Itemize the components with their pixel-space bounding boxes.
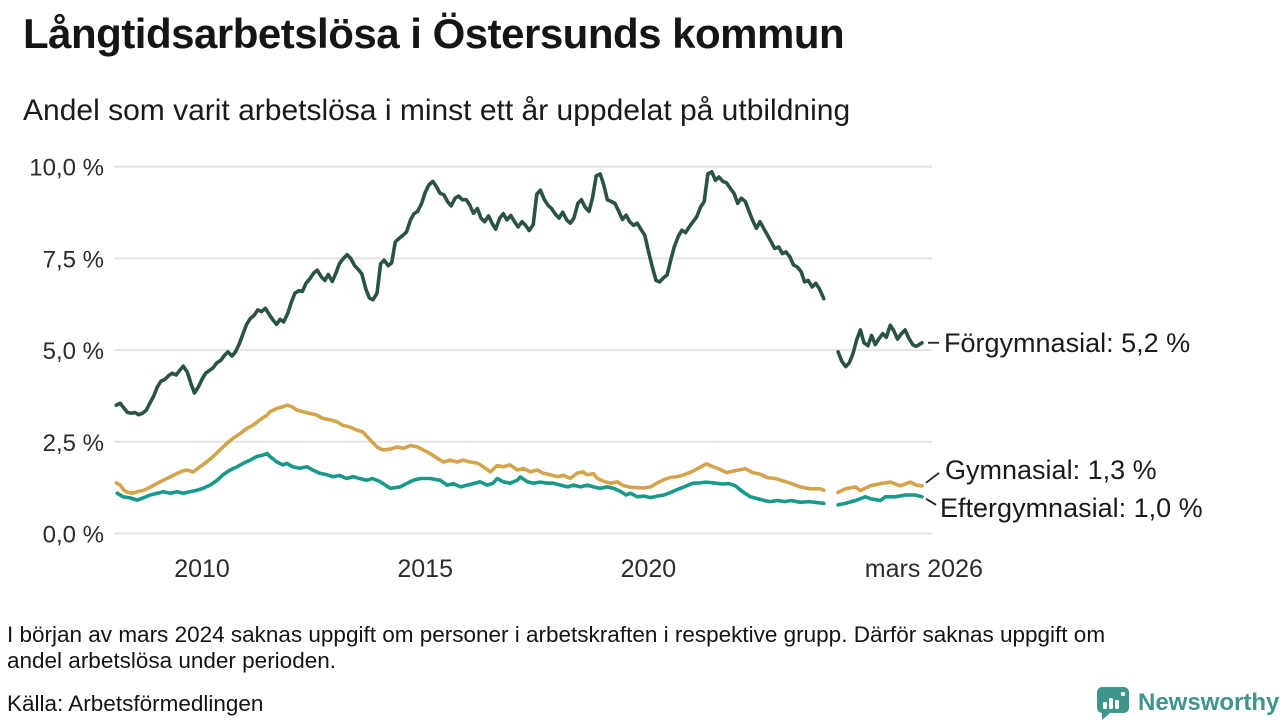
series-line-gymnasial — [836, 480, 924, 495]
x-tick-label: 2020 — [621, 555, 677, 583]
series-end-label-eftergymnasial: Eftergymnasial: 1,0 % — [940, 493, 1203, 523]
brand-name: Newsworthy — [1138, 689, 1280, 716]
series-line-förgymnasial — [836, 323, 924, 369]
y-tick-label: 2,5 % — [43, 430, 104, 457]
series-line-eftergymnasial — [836, 493, 924, 507]
label-connector-eftergymnasial — [925, 498, 937, 506]
y-tick-label: 10,0 % — [29, 155, 104, 182]
source-attribution: Källa: Arbetsförmedlingen — [7, 691, 264, 716]
page-title: Långtidsarbetslösa i Östersunds kommun — [23, 10, 845, 57]
series-end-label-förgymnasial: Förgymnasial: 5,2 % — [944, 328, 1190, 358]
footnote-line-2: andel arbetslösa under perioden. — [7, 648, 336, 673]
footnote-line-1: I början av mars 2024 saknas uppgift om … — [7, 622, 1106, 647]
chart-subtitle: Andel som varit arbetslösa i minst ett å… — [23, 94, 851, 127]
x-tick-label: 2010 — [174, 555, 230, 583]
series-end-label-gymnasial: Gymnasial: 1,3 % — [945, 455, 1157, 485]
y-tick-label: 5,0 % — [43, 338, 104, 365]
newsworthy-logo: Newsworthy — [1096, 686, 1279, 720]
series-line-eftergymnasial — [115, 451, 826, 506]
x-tick-label: 2015 — [397, 555, 453, 583]
y-tick-label: 7,5 % — [43, 246, 104, 273]
y-tick-label: 0,0 % — [43, 522, 104, 549]
x-tick-label: mars 2026 — [865, 555, 983, 583]
newsworthy-bubble-icon — [1097, 687, 1129, 720]
series-line-förgymnasial — [114, 170, 826, 417]
series-line-gymnasial — [114, 403, 826, 496]
label-connector-gymnasial — [925, 472, 940, 484]
chart-footnote: I början av mars 2024 saknas uppgift om … — [7, 622, 1257, 674]
